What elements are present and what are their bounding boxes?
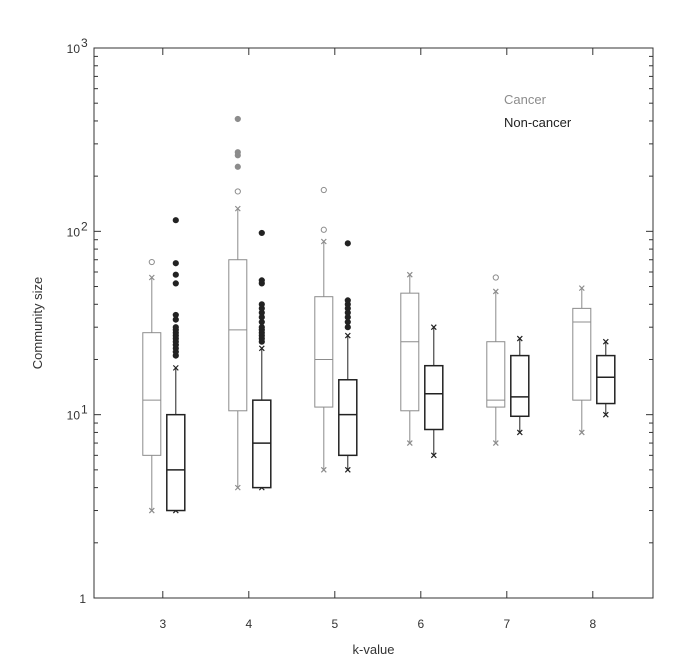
whisker-cap-high xyxy=(430,324,437,331)
whisker-cap-high xyxy=(234,205,241,212)
box xyxy=(486,274,506,446)
box xyxy=(142,258,162,514)
box-iqr xyxy=(252,399,272,489)
box-iqr xyxy=(510,354,530,418)
box-iqr xyxy=(424,364,444,431)
outlier-point xyxy=(148,258,155,266)
box-iqr xyxy=(314,296,334,408)
outlier-point xyxy=(234,149,241,156)
outlier-point xyxy=(172,324,179,331)
whisker-cap-low xyxy=(516,429,523,436)
y-tick-label: 10 xyxy=(67,42,81,56)
box-iqr xyxy=(572,307,592,401)
box-series xyxy=(142,115,616,514)
y-tick-label-group: 10 2 xyxy=(67,219,88,239)
legend-entry-non-cancer: Non-cancer xyxy=(504,115,572,130)
outlier-point xyxy=(258,277,265,284)
plot-frame xyxy=(93,47,654,599)
outlier-point xyxy=(320,226,327,233)
whisker-cap-high xyxy=(406,271,413,278)
outlier-point xyxy=(320,186,327,194)
box xyxy=(424,324,444,459)
outlier-point xyxy=(234,188,241,195)
whisker-cap-low xyxy=(430,452,437,459)
outlier-point xyxy=(258,301,265,308)
y-axis-title: Community size xyxy=(30,277,45,369)
whisker-cap-low xyxy=(234,484,241,491)
whisker-cap-high xyxy=(172,364,179,371)
box xyxy=(252,229,272,491)
box xyxy=(400,271,420,446)
whisker-cap-high xyxy=(344,332,351,339)
whisker-cap-low xyxy=(148,507,155,514)
x-axis-title: k-value xyxy=(353,642,395,657)
whisker-cap-low xyxy=(602,411,609,418)
outlier-point xyxy=(344,324,351,331)
outlier-point xyxy=(172,271,179,278)
box-iqr xyxy=(228,259,248,412)
x-tick-label: 5 xyxy=(331,617,338,631)
box xyxy=(314,186,334,473)
whisker-cap-low xyxy=(578,429,585,436)
box-iqr xyxy=(596,354,616,405)
box xyxy=(338,240,358,473)
whisker-cap-high xyxy=(258,345,265,352)
y-tick-label: 1 xyxy=(79,592,86,606)
y-tick-label-group: 10 3 xyxy=(67,36,88,56)
y-tick-label-group: 1 xyxy=(79,592,86,606)
y-tick-label-exponent: 3 xyxy=(81,36,88,50)
x-tick-label: 4 xyxy=(245,617,252,631)
x-tick-label: 6 xyxy=(417,617,424,631)
axis-ticks xyxy=(94,48,653,599)
outlier-point xyxy=(344,240,351,247)
y-tick-label-exponent: 1 xyxy=(81,403,88,417)
x-tick-label: 8 xyxy=(589,617,596,631)
whisker-cap-low xyxy=(492,440,499,446)
box xyxy=(596,338,616,418)
x-tick-label: 3 xyxy=(159,617,166,631)
outlier-point xyxy=(172,217,179,224)
box-iqr xyxy=(486,341,506,408)
box-iqr xyxy=(400,292,420,412)
box xyxy=(166,217,186,514)
whisker-cap-high xyxy=(578,285,585,292)
outlier-point xyxy=(234,163,241,170)
series-cancer xyxy=(142,115,592,514)
outlier-point xyxy=(258,324,265,331)
outlier-point xyxy=(344,297,351,304)
legend-entry-cancer: Cancer xyxy=(504,92,547,107)
box-iqr xyxy=(142,332,162,456)
outlier-point xyxy=(258,229,265,237)
box xyxy=(228,115,248,491)
whisker-cap-low xyxy=(344,466,351,473)
outlier-point xyxy=(234,115,241,123)
whisker-cap-low xyxy=(320,466,327,473)
outlier-point xyxy=(172,260,179,267)
whisker-cap-high xyxy=(320,238,327,245)
outlier-point xyxy=(492,274,499,281)
outlier-point xyxy=(172,311,179,319)
series-non-cancer xyxy=(166,217,616,514)
x-tick-label: 7 xyxy=(503,617,510,631)
whisker-cap-low xyxy=(406,440,413,446)
y-tick-label: 10 xyxy=(67,409,81,423)
outlier-point xyxy=(172,280,179,287)
whisker-cap-high xyxy=(148,274,155,281)
x-tick-labels: 3 4 5 6 7 8 xyxy=(159,617,596,631)
box-iqr xyxy=(166,413,186,512)
box xyxy=(572,285,592,436)
whisker-cap-high xyxy=(516,335,523,342)
whisker-cap-high xyxy=(602,338,609,345)
whisker-cap-high xyxy=(492,288,499,295)
box-iqr xyxy=(338,379,358,457)
box xyxy=(510,335,530,436)
y-tick-label: 10 xyxy=(67,225,81,239)
y-tick-label-exponent: 2 xyxy=(81,219,88,233)
y-tick-label-group: 10 1 xyxy=(67,403,88,423)
